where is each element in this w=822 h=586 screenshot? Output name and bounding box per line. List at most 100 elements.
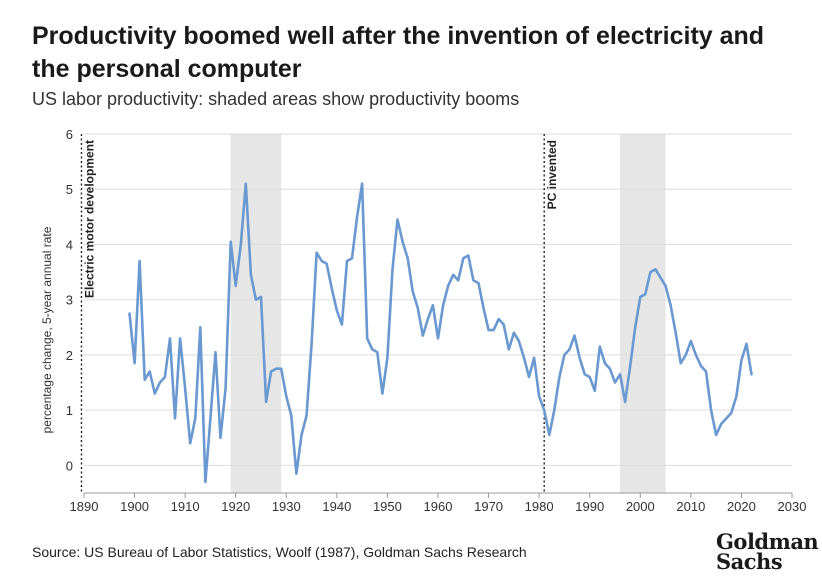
data-point [265,401,267,403]
event-markers: Electric motor development PC invented [80,134,559,493]
shaded-period-2 [620,134,666,493]
data-point [432,304,434,306]
data-point [250,274,252,276]
data-point [412,290,414,292]
data-point [401,241,403,243]
data-point [159,381,161,383]
data-point [452,274,454,276]
data-point [128,312,130,314]
data-point [685,354,687,356]
event-label-1: Electric motor development [82,140,96,298]
data-point [406,257,408,259]
data-point [604,362,606,364]
data-point [472,279,474,281]
data-point [214,351,216,353]
data-point [169,337,171,339]
data-point [447,285,449,287]
x-tick-label: 1940 [322,499,351,514]
data-point [199,326,201,328]
x-tick-label: 2030 [778,499,807,514]
data-point [518,340,520,342]
shaded-boom-periods [230,134,666,493]
data-point [568,348,570,350]
data-point [639,296,641,298]
data-point [417,307,419,309]
data-point [523,356,525,358]
logo-line-2: Sachs [716,549,783,574]
data-point [143,379,145,381]
data-point [629,365,631,367]
data-point [578,356,580,358]
data-point [710,409,712,411]
data-point [290,414,292,416]
data-series [128,182,753,484]
data-point [442,304,444,306]
data-point [315,252,317,254]
data-point [492,329,494,331]
series-line-1 [128,182,753,484]
data-point [715,434,717,436]
data-point [336,310,338,312]
data-point [644,293,646,295]
x-tick-label: 2000 [626,499,655,514]
data-point [194,417,196,419]
data-point [538,395,540,397]
data-point [204,481,206,483]
y-tick-label: 6 [66,127,73,142]
data-point [351,257,353,259]
data-point [467,254,469,256]
data-point [700,365,702,367]
data-point [320,260,322,262]
data-point [543,409,545,411]
data-point [477,282,479,284]
data-point [295,472,297,474]
data-point [528,376,530,378]
data-point [396,218,398,220]
x-tick-label: 1910 [171,499,200,514]
data-point [659,276,661,278]
chart-title: Productivity boomed well after the inven… [32,22,765,83]
x-tick-label: 1890 [70,499,99,514]
data-point [149,370,151,372]
data-point [750,373,752,375]
data-point [599,345,601,347]
data-point [503,323,505,325]
data-point [745,343,747,345]
data-point [513,332,515,334]
data-point [219,437,221,439]
data-point [558,376,560,378]
data-point [391,268,393,270]
y-axis-ticks: 0 1 2 3 4 5 6 [66,127,73,473]
data-point [437,337,439,339]
data-point [669,304,671,306]
data-point [735,395,737,397]
data-point [508,348,510,350]
data-point [133,362,135,364]
data-point [138,260,140,262]
data-point [371,348,373,350]
data-point [457,279,459,281]
data-point [331,287,333,289]
data-point [563,354,565,356]
data-point [224,387,226,389]
data-point [609,368,611,370]
data-point [174,417,176,419]
x-tick-label: 1930 [272,499,301,514]
data-point [229,241,231,243]
data-point [422,334,424,336]
x-tick-label: 1920 [221,499,250,514]
data-point [553,409,555,411]
data-point [361,183,363,185]
data-point [730,412,732,414]
data-point [487,329,489,331]
x-tick-label: 1950 [373,499,402,514]
data-point [154,392,156,394]
x-tick-label: 1970 [474,499,503,514]
data-point [674,332,676,334]
data-point [624,401,626,403]
data-point [573,334,575,336]
data-point [386,356,388,358]
data-point [366,337,368,339]
event-label-2: PC invented [545,140,559,209]
